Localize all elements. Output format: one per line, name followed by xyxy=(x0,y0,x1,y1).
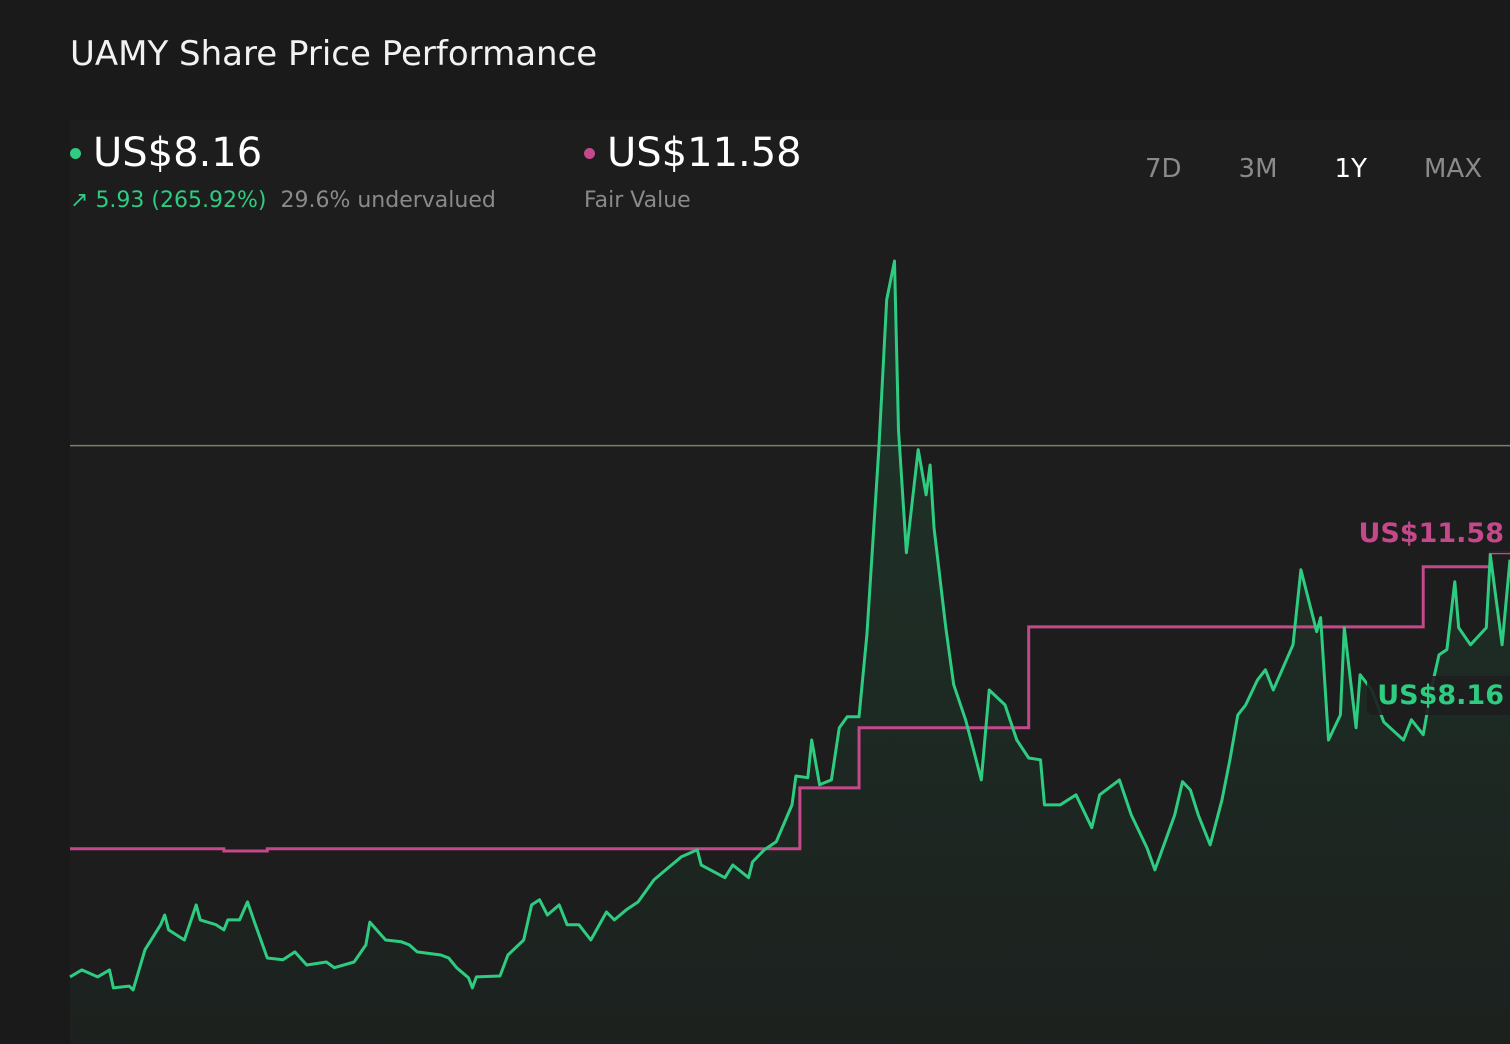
current-price: US$8.16 xyxy=(93,130,263,176)
price-change: 5.93 (265.92%) xyxy=(95,188,267,213)
fair-value-price: US$11.58 xyxy=(607,130,802,176)
tab-7d[interactable]: 7D xyxy=(1144,154,1182,184)
arrow-up-right-icon: ↗ xyxy=(70,188,89,213)
fair-value-line xyxy=(70,551,1510,853)
current-price-tag: US$8.16 xyxy=(1367,676,1510,715)
valuation-text: 29.6% undervalued xyxy=(280,188,496,213)
tab-3m[interactable]: 3M xyxy=(1238,154,1278,184)
fair-value-tag: US$11.58 xyxy=(1348,514,1510,553)
fair-value-label: Fair Value xyxy=(584,188,691,213)
tab-1y[interactable]: 1Y xyxy=(1334,154,1367,184)
price-legend-dot xyxy=(70,147,81,159)
price-line xyxy=(69,259,1510,992)
chart-title: UAMY Share Price Performance xyxy=(70,34,598,74)
price-area xyxy=(70,261,1510,1044)
current-price-block: US$8.16 ↗ 5.93 (265.92%) 29.6% undervalu… xyxy=(70,130,496,213)
tab-max[interactable]: MAX xyxy=(1423,154,1482,184)
fair-value-block: US$11.58 Fair Value xyxy=(584,130,802,213)
fair-value-legend-dot xyxy=(584,147,595,159)
plot-area xyxy=(70,120,1510,1044)
timeframe-tabs: 7D 3M 1Y MAX xyxy=(1145,154,1482,184)
